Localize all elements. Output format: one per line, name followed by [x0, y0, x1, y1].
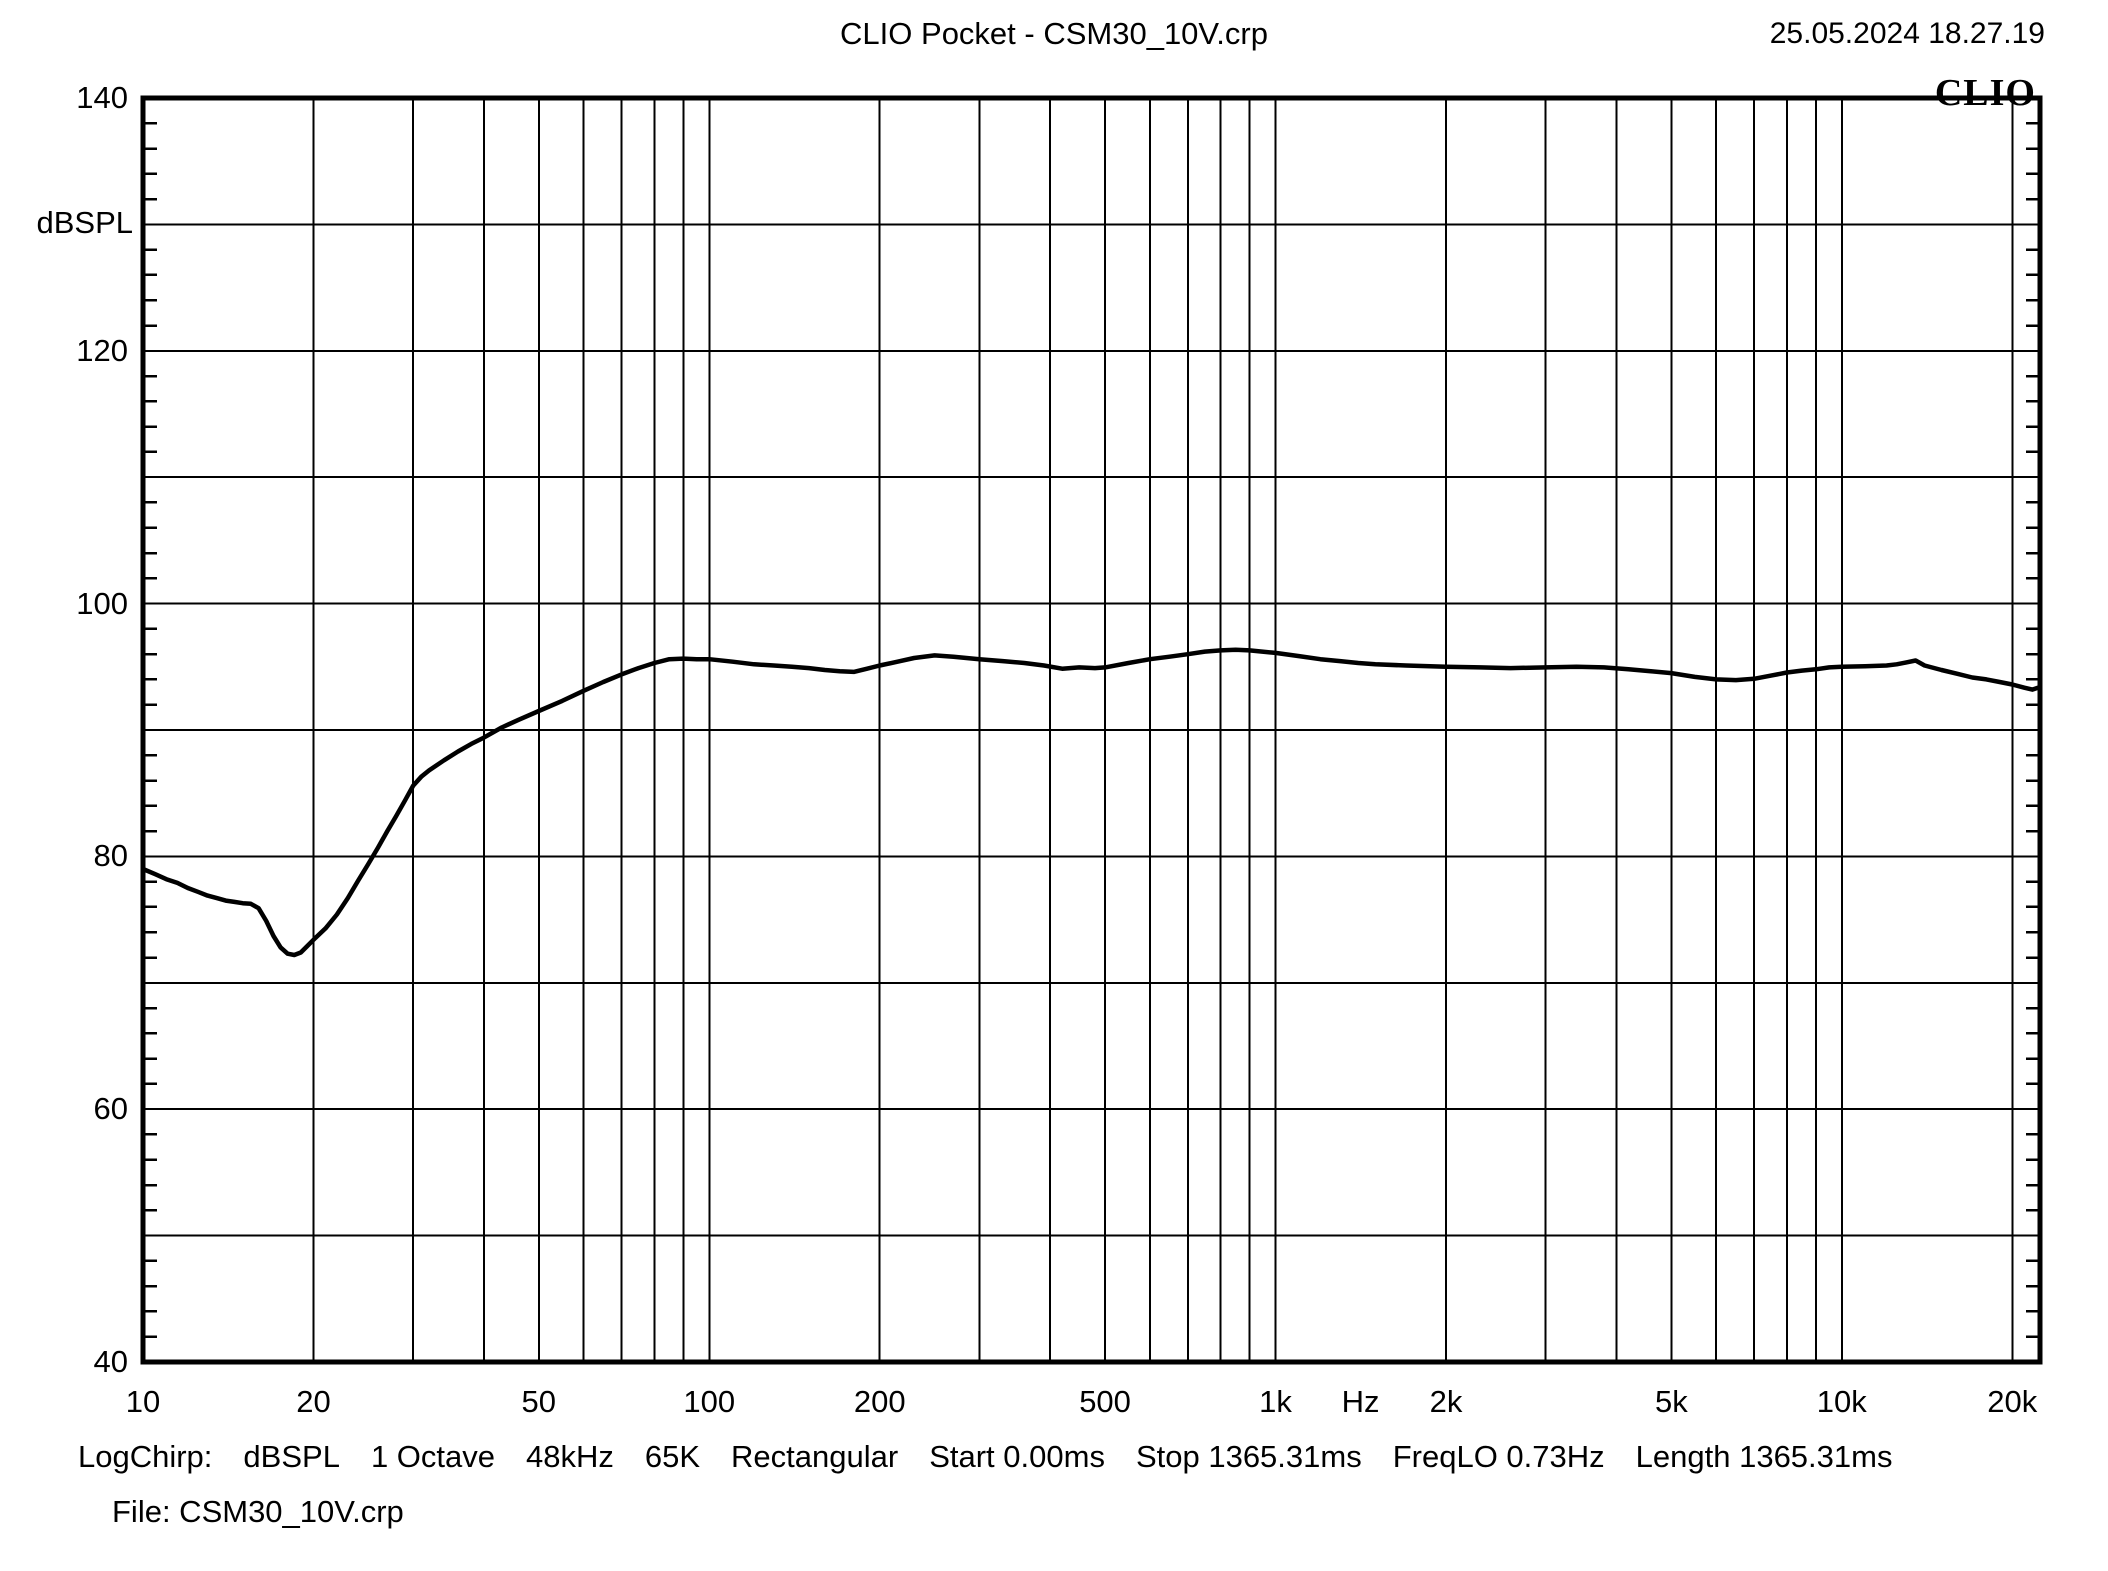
x-axis-tick-label: 200	[853, 1384, 906, 1419]
chart-title: CLIO Pocket - CSM30_10V.crp	[840, 16, 1268, 51]
y-axis-label: dBSPL	[36, 205, 133, 240]
y-axis-tick-label: 80	[93, 838, 128, 874]
status-field: Rectangular	[731, 1439, 899, 1474]
y-axis-tick-label: 120	[76, 332, 128, 368]
status-field: Stop 1365.31ms	[1135, 1439, 1362, 1474]
status-field: LogChirp:	[78, 1439, 213, 1474]
status-field: Start 0.00ms	[929, 1439, 1105, 1474]
file-name-line: File: CSM30_10V.crp	[112, 1494, 404, 1529]
x-axis-tick-label: 100	[683, 1384, 736, 1419]
y-axis-tick-label: 60	[93, 1091, 128, 1127]
x-axis-tick-label: 20k	[1987, 1384, 2038, 1419]
response-curve	[140, 647, 2041, 958]
plot-border	[140, 95, 2043, 1365]
status-field: FreqLO 0.73Hz	[1392, 1439, 1605, 1474]
y-axis-tick-label: 140	[76, 80, 128, 115]
x-axis-tick-label: 50	[521, 1384, 557, 1419]
x-axis-tick-label: 2k	[1429, 1384, 1463, 1419]
y-axis-tick-label: 40	[93, 1344, 128, 1379]
status-field: dBSPL	[243, 1439, 340, 1474]
measurement-status-line: LogChirp: dBSPL 1 Octave 48kHz 65K Rectangula…	[78, 1441, 1923, 1473]
x-axis-tick-label: 500	[1079, 1384, 1131, 1419]
y-axis-tick-label: 100	[76, 585, 128, 621]
measurement-datetime: 25.05.2024 18.27.19	[1769, 17, 2045, 50]
status-field: 1 Octave	[370, 1439, 495, 1474]
status-field: Length 1365.31ms	[1635, 1439, 1893, 1474]
status-field: 65K	[644, 1439, 701, 1474]
x-axis-unit-label: Hz	[1341, 1384, 1380, 1419]
x-axis-tick-label: 10	[125, 1384, 161, 1419]
x-axis-tick-label: 1k	[1259, 1384, 1292, 1419]
x-axis-tick-label: 10k	[1816, 1384, 1867, 1419]
status-field: 48kHz	[526, 1439, 614, 1474]
x-axis-tick-label: 20	[296, 1384, 331, 1419]
clio-logo: CLIO	[1934, 72, 2036, 114]
x-axis-tick-label: 5k	[1654, 1384, 1688, 1419]
